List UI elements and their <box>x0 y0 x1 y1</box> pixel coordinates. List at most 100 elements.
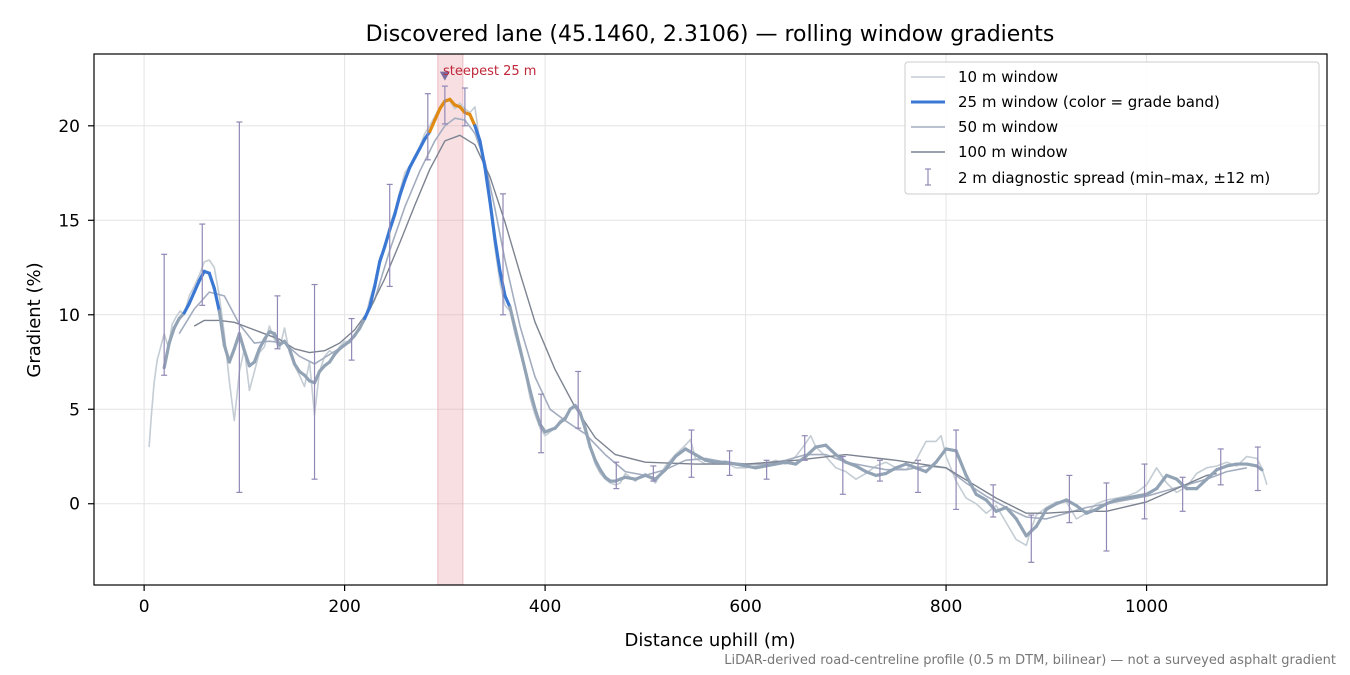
series-segment-25m <box>1124 494 1139 500</box>
series-segment-25m <box>824 443 838 457</box>
series-segment-25m <box>994 505 1008 513</box>
series-segment-25m <box>984 498 998 513</box>
spread-bar <box>763 459 770 480</box>
steepest-marker <box>439 71 450 81</box>
series-segment-25m <box>167 326 176 345</box>
series-segment-25m <box>1225 462 1239 468</box>
series-segment-25m <box>633 473 647 481</box>
spread-bar <box>839 455 846 495</box>
series-segment-25m <box>428 118 437 134</box>
series-segment-25m <box>693 453 708 462</box>
series-segment-25m <box>723 460 738 466</box>
series-segment-25m <box>287 347 297 366</box>
series-segment-25m <box>1054 498 1068 506</box>
series-segment-25m <box>212 286 221 313</box>
spread-bar <box>726 450 733 476</box>
series-segment-25m <box>1034 507 1048 529</box>
spread-bar <box>424 93 431 161</box>
series-segment-25m <box>393 194 402 217</box>
series-segment-25m <box>227 347 236 364</box>
series-segment-25m <box>368 284 377 309</box>
series-segment-25m <box>398 179 407 198</box>
spread-bars <box>161 85 1261 563</box>
series-segment-25m <box>864 470 878 477</box>
x-tick-label: 400 <box>529 597 561 617</box>
series-segment-25m <box>483 165 492 203</box>
series-segment-25m <box>162 341 171 370</box>
legend-label-50m: 50 m window <box>958 118 1058 136</box>
series-segment-25m <box>653 468 667 481</box>
series-segment-25m <box>844 460 858 468</box>
spread-bar <box>801 435 808 461</box>
series-segment-25m <box>182 301 191 315</box>
spread-bar <box>199 223 206 306</box>
spread-bar <box>953 429 960 511</box>
series-segment-25m <box>894 462 908 470</box>
series-segment-25m <box>804 445 818 459</box>
spread-bar <box>1066 474 1073 524</box>
series-segment-25m <box>1004 505 1018 521</box>
series-line-100m <box>193 134 1217 514</box>
series-segment-25m <box>854 464 868 474</box>
series-segment-25m <box>383 228 392 249</box>
series-lines <box>148 97 1268 547</box>
series-segment-25m <box>954 449 968 477</box>
chart-title: Discovered lane (45.1460, 2.3106) — roll… <box>366 22 1055 47</box>
series-segment-25m <box>563 407 572 421</box>
series-segment-25m <box>1195 477 1209 491</box>
x-tick-label: 800 <box>930 597 962 617</box>
series-segment-25m <box>683 447 698 457</box>
series-segment-25m <box>493 237 502 273</box>
series-segment-25m <box>1084 507 1099 515</box>
series-segment-25m <box>934 447 948 464</box>
series-segment-25m <box>363 305 372 321</box>
x-axis-label: Distance uphill (m) <box>625 630 796 651</box>
series-segment-25m <box>874 471 888 477</box>
series-segment-25m <box>468 112 477 128</box>
series-segment-25m <box>1175 477 1189 491</box>
series-segment-25m <box>237 332 246 353</box>
legend: 10 m window 25 m window (color = grade b… <box>904 61 1320 195</box>
series-segment-25m <box>944 447 958 453</box>
series-segment-25m <box>623 475 637 481</box>
series-segment-25m <box>207 271 216 290</box>
footnote: LiDAR-derived road-centreline profile (0… <box>724 653 1336 668</box>
x-tick-label: 200 <box>328 597 360 617</box>
series-segment-25m <box>187 290 196 306</box>
spread-bar <box>1217 448 1224 486</box>
series-segment-25m <box>743 464 758 470</box>
series-segment-25m <box>222 343 231 364</box>
spread-bar <box>1103 482 1110 552</box>
series-segment-25m <box>478 139 487 169</box>
series-segment-25m <box>413 146 422 160</box>
spread-bar <box>613 461 620 490</box>
spread-bar <box>538 393 545 454</box>
series-segment-25m <box>488 199 497 241</box>
y-tick-label: 15 <box>58 211 80 231</box>
legend-swatch-spread <box>925 168 931 186</box>
plot-frame <box>93 53 1328 586</box>
series-segment-25m <box>1044 502 1058 512</box>
series-segment-25m <box>217 309 226 347</box>
series-segment-25m <box>588 445 597 462</box>
series-segment-25m <box>523 367 532 392</box>
spread-bar <box>1141 463 1148 520</box>
spread-bar <box>386 183 393 288</box>
series-segment-25m <box>1144 487 1159 496</box>
spread-bar <box>650 465 657 482</box>
spread-bar <box>1254 446 1261 492</box>
spread-bar <box>441 85 448 125</box>
y-tick-label: 20 <box>58 117 80 137</box>
legend-label-10m: 10 m window <box>958 68 1058 86</box>
spread-bar <box>161 253 168 376</box>
series-segment-25m <box>1215 464 1229 472</box>
series-segment-25m <box>1154 473 1169 491</box>
series-segment-25m <box>904 462 918 470</box>
series-segment-25m <box>884 466 898 476</box>
spread-bar <box>274 295 281 350</box>
series-segment-25m <box>964 473 978 496</box>
steepest-band-rect <box>437 53 464 586</box>
series-segment-25m <box>192 279 201 294</box>
series-segment-25m <box>1165 473 1179 481</box>
series-segment-25m <box>433 107 442 122</box>
